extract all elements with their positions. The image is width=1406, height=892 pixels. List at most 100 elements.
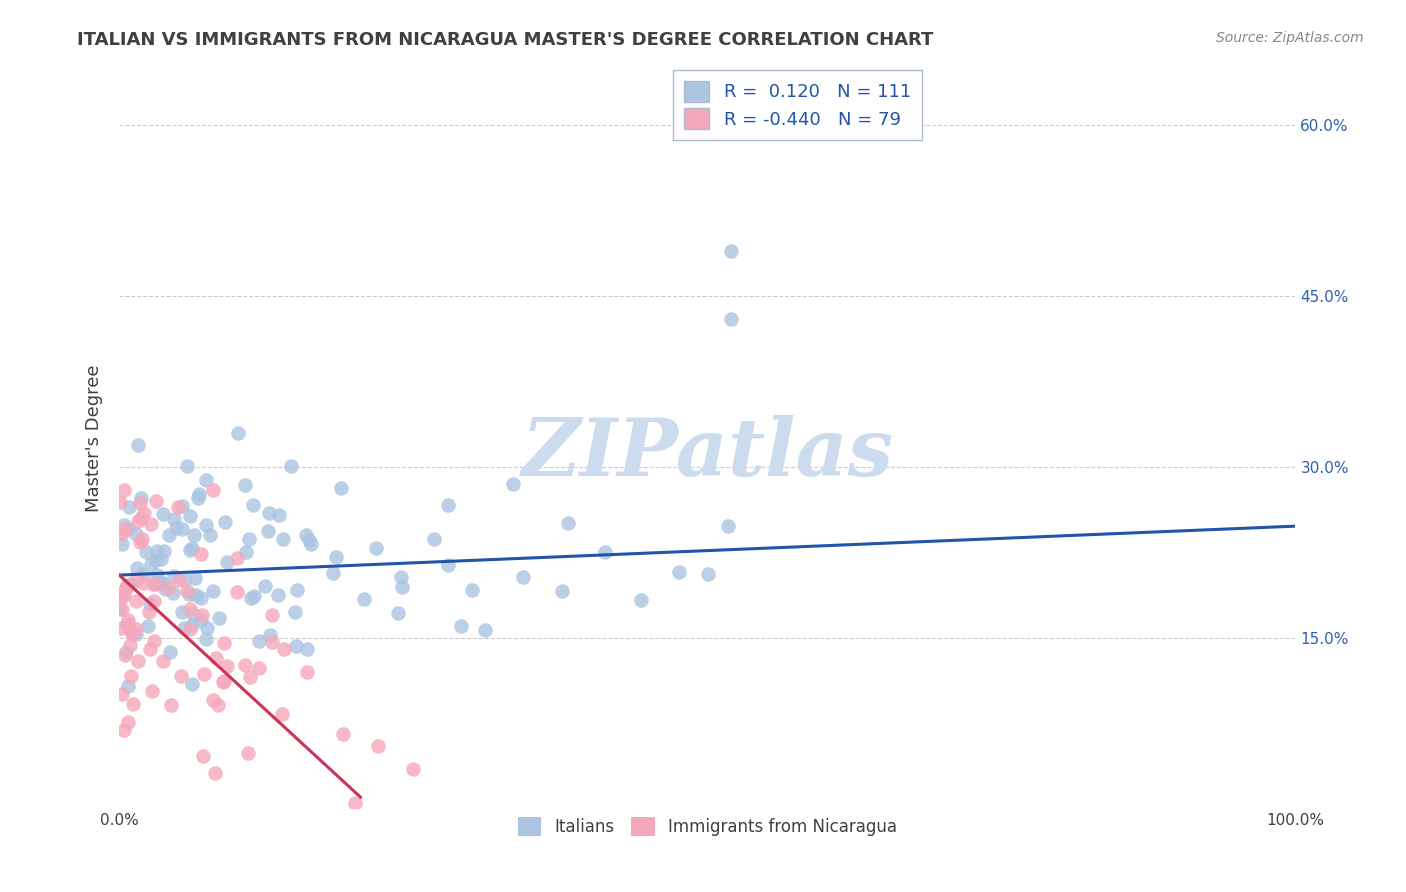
Point — [217, 555, 239, 569]
Point — [114, 648, 136, 663]
Point — [267, 588, 290, 602]
Point — [143, 634, 166, 648]
Point — [152, 654, 174, 668]
Y-axis label: Master's Degree: Master's Degree — [86, 365, 103, 512]
Point — [450, 618, 472, 632]
Point — [120, 577, 142, 591]
Point — [551, 583, 574, 598]
Point — [720, 312, 742, 326]
Point — [557, 516, 579, 530]
Point — [135, 545, 157, 559]
Point — [233, 478, 256, 492]
Point — [187, 487, 209, 501]
Point — [127, 572, 149, 586]
Point — [190, 548, 212, 562]
Point — [121, 697, 143, 711]
Point — [233, 657, 256, 672]
Point — [353, 591, 375, 606]
Point — [114, 645, 136, 659]
Point — [131, 532, 153, 546]
Point — [200, 527, 222, 541]
Point — [129, 496, 152, 510]
Point — [143, 577, 166, 591]
Point — [367, 739, 389, 753]
Point — [298, 533, 321, 547]
Point — [243, 589, 266, 603]
Point — [271, 532, 294, 546]
Point — [183, 528, 205, 542]
Point — [593, 545, 616, 559]
Point — [111, 525, 134, 540]
Point — [139, 557, 162, 571]
Point — [217, 659, 239, 673]
Point — [127, 654, 149, 668]
Point — [280, 458, 302, 473]
Point — [152, 507, 174, 521]
Point — [179, 602, 201, 616]
Point — [156, 582, 179, 596]
Point — [121, 627, 143, 641]
Point — [111, 687, 134, 701]
Point — [437, 499, 460, 513]
Legend: Italians, Immigrants from Nicaragua: Italians, Immigrants from Nicaragua — [509, 808, 905, 845]
Point — [474, 623, 496, 637]
Point — [512, 570, 534, 584]
Point — [118, 638, 141, 652]
Point — [322, 566, 344, 580]
Point — [211, 675, 233, 690]
Point — [364, 541, 387, 555]
Point — [114, 522, 136, 536]
Point — [190, 614, 212, 628]
Point — [423, 532, 446, 546]
Point — [176, 583, 198, 598]
Point — [112, 588, 135, 602]
Point — [117, 714, 139, 729]
Point — [285, 639, 308, 653]
Point — [226, 425, 249, 440]
Point — [120, 669, 142, 683]
Point — [247, 661, 270, 675]
Point — [240, 591, 263, 605]
Point — [170, 669, 193, 683]
Point — [157, 528, 180, 542]
Point — [325, 549, 347, 564]
Point — [125, 626, 148, 640]
Point — [152, 576, 174, 591]
Point — [173, 573, 195, 587]
Point — [202, 483, 225, 497]
Point — [183, 607, 205, 621]
Point — [131, 511, 153, 525]
Point — [181, 618, 204, 632]
Point — [142, 576, 165, 591]
Point — [112, 483, 135, 497]
Point — [139, 597, 162, 611]
Point — [387, 606, 409, 620]
Point — [141, 684, 163, 698]
Point — [267, 508, 290, 522]
Point — [207, 698, 229, 713]
Point — [173, 621, 195, 635]
Point — [225, 551, 247, 566]
Point — [208, 611, 231, 625]
Point — [117, 617, 139, 632]
Point — [143, 593, 166, 607]
Point — [125, 527, 148, 541]
Point — [437, 558, 460, 573]
Point — [299, 537, 322, 551]
Text: ITALIAN VS IMMIGRANTS FROM NICARAGUA MASTER'S DEGREE CORRELATION CHART: ITALIAN VS IMMIGRANTS FROM NICARAGUA MAS… — [77, 31, 934, 49]
Point — [195, 621, 218, 635]
Point — [262, 634, 284, 648]
Point — [193, 749, 215, 764]
Point — [179, 587, 201, 601]
Point — [167, 500, 190, 514]
Point — [235, 544, 257, 558]
Point — [270, 707, 292, 722]
Point — [117, 614, 139, 628]
Point — [162, 585, 184, 599]
Point — [402, 762, 425, 776]
Point — [115, 581, 138, 595]
Point — [238, 532, 260, 546]
Point — [253, 579, 276, 593]
Point — [145, 553, 167, 567]
Point — [273, 642, 295, 657]
